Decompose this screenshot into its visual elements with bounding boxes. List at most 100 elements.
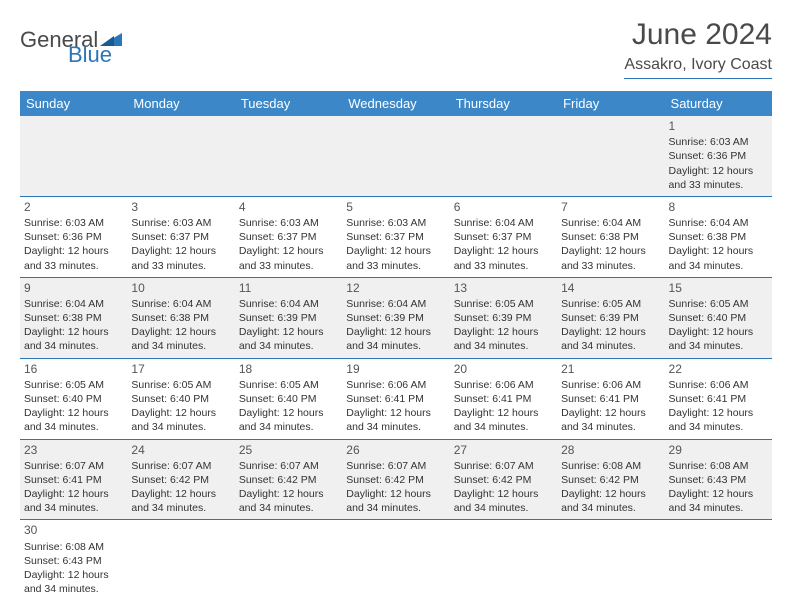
day-detail-line: Sunset: 6:41 PM (561, 392, 660, 406)
day-header: Sunday (20, 91, 127, 116)
day-detail-line: Daylight: 12 hours (669, 487, 768, 501)
day-detail-line: Sunset: 6:42 PM (454, 473, 553, 487)
day-detail-line: Daylight: 12 hours (346, 487, 445, 501)
day-detail-line: and 34 minutes. (669, 259, 768, 273)
calendar-body: 1Sunrise: 6:03 AMSunset: 6:36 PMDaylight… (20, 116, 772, 600)
day-detail-line: Sunset: 6:42 PM (131, 473, 230, 487)
day-detail-line: Daylight: 12 hours (454, 487, 553, 501)
day-number: 27 (454, 442, 553, 458)
day-detail-line: and 34 minutes. (24, 339, 123, 353)
day-detail-line: and 34 minutes. (24, 582, 123, 596)
day-number: 25 (239, 442, 338, 458)
day-number: 10 (131, 280, 230, 296)
day-detail-line: Sunset: 6:39 PM (346, 311, 445, 325)
day-number: 16 (24, 361, 123, 377)
calendar-cell: 16Sunrise: 6:05 AMSunset: 6:40 PMDayligh… (20, 358, 127, 439)
day-detail-line: and 33 minutes. (454, 259, 553, 273)
day-detail-line: Sunrise: 6:08 AM (561, 459, 660, 473)
day-detail-line: Sunset: 6:36 PM (24, 230, 123, 244)
day-detail-line: Sunrise: 6:07 AM (346, 459, 445, 473)
day-header-row: Sunday Monday Tuesday Wednesday Thursday… (20, 91, 772, 116)
day-detail-line: Sunrise: 6:05 AM (24, 378, 123, 392)
day-detail-line: Daylight: 12 hours (561, 244, 660, 258)
day-detail-line: Daylight: 12 hours (669, 164, 768, 178)
day-detail-line: Sunrise: 6:05 AM (669, 297, 768, 311)
calendar-cell (235, 520, 342, 600)
calendar-cell (20, 116, 127, 196)
day-detail-line: Sunrise: 6:07 AM (24, 459, 123, 473)
day-detail-line: Sunset: 6:36 PM (669, 149, 768, 163)
day-detail-line: Sunrise: 6:08 AM (24, 540, 123, 554)
day-detail-line: Sunset: 6:40 PM (239, 392, 338, 406)
day-detail-line: Daylight: 12 hours (24, 406, 123, 420)
day-number: 17 (131, 361, 230, 377)
day-number: 28 (561, 442, 660, 458)
day-detail-line: and 33 minutes. (24, 259, 123, 273)
day-header: Tuesday (235, 91, 342, 116)
day-detail-line: Sunrise: 6:04 AM (454, 216, 553, 230)
calendar-cell: 3Sunrise: 6:03 AMSunset: 6:37 PMDaylight… (127, 196, 234, 277)
day-detail-line: Daylight: 12 hours (24, 325, 123, 339)
day-number: 18 (239, 361, 338, 377)
day-detail-line: Sunset: 6:37 PM (454, 230, 553, 244)
calendar-cell: 4Sunrise: 6:03 AMSunset: 6:37 PMDaylight… (235, 196, 342, 277)
day-detail-line: Sunrise: 6:03 AM (669, 135, 768, 149)
day-detail-line: and 34 minutes. (561, 501, 660, 515)
day-number: 11 (239, 280, 338, 296)
calendar-week-row: 30Sunrise: 6:08 AMSunset: 6:43 PMDayligh… (20, 520, 772, 600)
header: General June 2024 Assakro, Ivory Coast (20, 18, 772, 79)
calendar-cell: 10Sunrise: 6:04 AMSunset: 6:38 PMDayligh… (127, 277, 234, 358)
calendar-cell (342, 520, 449, 600)
day-number: 21 (561, 361, 660, 377)
page-title: June 2024 (624, 18, 772, 52)
calendar-cell (450, 520, 557, 600)
calendar-cell (342, 116, 449, 196)
day-detail-line: and 34 minutes. (669, 501, 768, 515)
day-detail-line: and 34 minutes. (561, 420, 660, 434)
day-detail-line: Daylight: 12 hours (669, 406, 768, 420)
day-detail-line: Sunset: 6:41 PM (346, 392, 445, 406)
day-number: 8 (669, 199, 768, 215)
day-detail-line: Sunset: 6:42 PM (346, 473, 445, 487)
day-header: Friday (557, 91, 664, 116)
day-number: 6 (454, 199, 553, 215)
day-detail-line: Sunrise: 6:03 AM (24, 216, 123, 230)
calendar-cell: 14Sunrise: 6:05 AMSunset: 6:39 PMDayligh… (557, 277, 664, 358)
day-detail-line: and 34 minutes. (669, 420, 768, 434)
calendar-cell: 17Sunrise: 6:05 AMSunset: 6:40 PMDayligh… (127, 358, 234, 439)
calendar-table: Sunday Monday Tuesday Wednesday Thursday… (20, 91, 772, 600)
day-detail-line: Sunset: 6:38 PM (24, 311, 123, 325)
day-detail-line: and 34 minutes. (346, 339, 445, 353)
day-number: 20 (454, 361, 553, 377)
day-detail-line: Sunset: 6:41 PM (454, 392, 553, 406)
day-detail-line: and 34 minutes. (454, 420, 553, 434)
day-detail-line: Daylight: 12 hours (561, 406, 660, 420)
day-detail-line: Sunset: 6:43 PM (24, 554, 123, 568)
calendar-cell: 11Sunrise: 6:04 AMSunset: 6:39 PMDayligh… (235, 277, 342, 358)
day-detail-line: Sunset: 6:40 PM (669, 311, 768, 325)
calendar-cell: 25Sunrise: 6:07 AMSunset: 6:42 PMDayligh… (235, 439, 342, 520)
calendar-cell: 9Sunrise: 6:04 AMSunset: 6:38 PMDaylight… (20, 277, 127, 358)
day-detail-line: Daylight: 12 hours (131, 487, 230, 501)
calendar-cell: 12Sunrise: 6:04 AMSunset: 6:39 PMDayligh… (342, 277, 449, 358)
day-detail-line: and 34 minutes. (669, 339, 768, 353)
day-detail-line: Sunrise: 6:08 AM (669, 459, 768, 473)
calendar-cell: 6Sunrise: 6:04 AMSunset: 6:37 PMDaylight… (450, 196, 557, 277)
day-detail-line: and 34 minutes. (131, 339, 230, 353)
day-detail-line: Daylight: 12 hours (239, 487, 338, 501)
day-detail-line: and 34 minutes. (346, 420, 445, 434)
day-detail-line: Daylight: 12 hours (24, 568, 123, 582)
day-detail-line: Sunset: 6:42 PM (239, 473, 338, 487)
day-detail-line: Daylight: 12 hours (239, 244, 338, 258)
day-detail-line: Sunrise: 6:05 AM (454, 297, 553, 311)
day-number: 4 (239, 199, 338, 215)
day-detail-line: Sunset: 6:37 PM (346, 230, 445, 244)
day-detail-line: Sunrise: 6:06 AM (669, 378, 768, 392)
day-detail-line: Sunrise: 6:03 AM (239, 216, 338, 230)
day-detail-line: and 34 minutes. (454, 501, 553, 515)
day-detail-line: Sunrise: 6:07 AM (239, 459, 338, 473)
day-detail-line: Sunrise: 6:04 AM (131, 297, 230, 311)
title-block: June 2024 Assakro, Ivory Coast (624, 18, 772, 79)
day-detail-line: Sunset: 6:39 PM (239, 311, 338, 325)
day-detail-line: Daylight: 12 hours (346, 244, 445, 258)
